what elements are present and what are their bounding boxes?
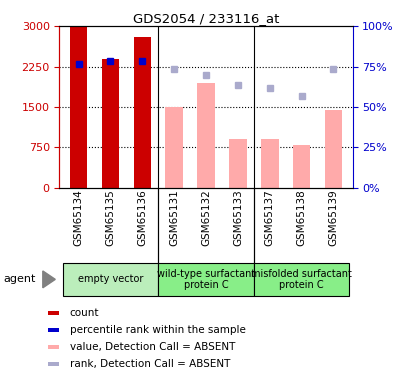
Bar [253, 262, 348, 296]
Bar [158, 262, 253, 296]
Text: misfolded surfactant
protein C: misfolded surfactant protein C [251, 268, 351, 290]
Bar [261, 139, 278, 188]
Polygon shape [43, 271, 55, 288]
Title: GDS2054 / 233116_at: GDS2054 / 233116_at [133, 12, 279, 25]
Text: empty vector: empty vector [78, 274, 143, 284]
Text: GSM65131: GSM65131 [169, 189, 179, 246]
Bar [48, 310, 59, 315]
Text: percentile rank within the sample: percentile rank within the sample [70, 325, 245, 335]
Bar [48, 362, 59, 366]
Bar [165, 107, 182, 188]
Text: GSM65135: GSM65135 [105, 189, 115, 246]
Text: rank, Detection Call = ABSENT: rank, Detection Call = ABSENT [70, 359, 230, 369]
Bar [197, 83, 214, 188]
Bar [70, 26, 87, 188]
Text: GSM65133: GSM65133 [232, 189, 242, 246]
Text: GSM65137: GSM65137 [264, 189, 274, 246]
Bar [133, 37, 151, 188]
Bar [48, 328, 59, 332]
Text: GSM65134: GSM65134 [73, 189, 83, 246]
Text: GSM65139: GSM65139 [328, 189, 338, 246]
Bar [48, 345, 59, 350]
Text: wild-type surfactant
protein C: wild-type surfactant protein C [157, 268, 254, 290]
Text: agent: agent [3, 274, 35, 284]
Text: value, Detection Call = ABSENT: value, Detection Call = ABSENT [70, 342, 235, 352]
Bar [324, 110, 342, 188]
Bar [229, 139, 246, 188]
Bar [292, 144, 310, 188]
Text: GSM65138: GSM65138 [296, 189, 306, 246]
Text: GSM65136: GSM65136 [137, 189, 147, 246]
Bar [63, 262, 158, 296]
Bar [101, 58, 119, 188]
Text: GSM65132: GSM65132 [200, 189, 211, 246]
Text: count: count [70, 308, 99, 318]
